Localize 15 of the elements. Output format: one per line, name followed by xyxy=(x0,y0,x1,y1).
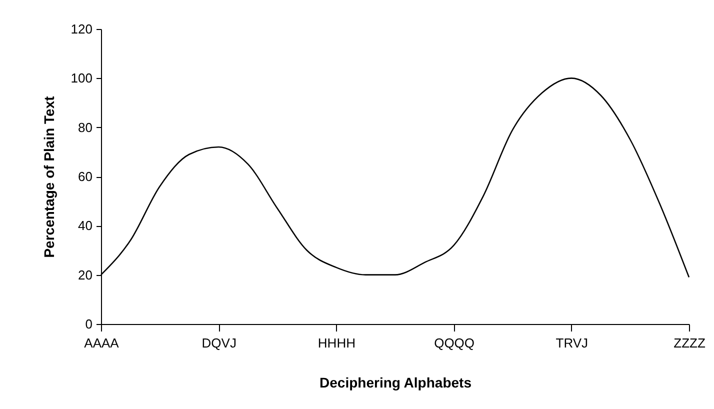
y-tick-label: 60 xyxy=(78,169,92,184)
x-tick-label: QQQQ xyxy=(434,336,475,350)
x-axis-title: Deciphering Alphabets xyxy=(320,374,472,390)
x-tick-label: TRVJ xyxy=(556,336,588,350)
y-tick-label: 100 xyxy=(70,70,92,86)
y-axis-title: Percentage of Plain Text xyxy=(40,96,57,258)
x-tick-label: AAAA xyxy=(84,336,120,350)
x-tick-label: HHHH xyxy=(318,336,356,350)
y-tick-label: 120 xyxy=(70,22,92,36)
x-tick-label: DQVJ xyxy=(202,336,236,350)
x-tick-label: ZZZZ xyxy=(674,336,706,350)
y-tick-label: 0 xyxy=(85,316,92,332)
y-tick-label: 40 xyxy=(78,218,92,234)
y-tick-label: 80 xyxy=(78,120,92,135)
y-tick-label: 20 xyxy=(78,267,92,282)
